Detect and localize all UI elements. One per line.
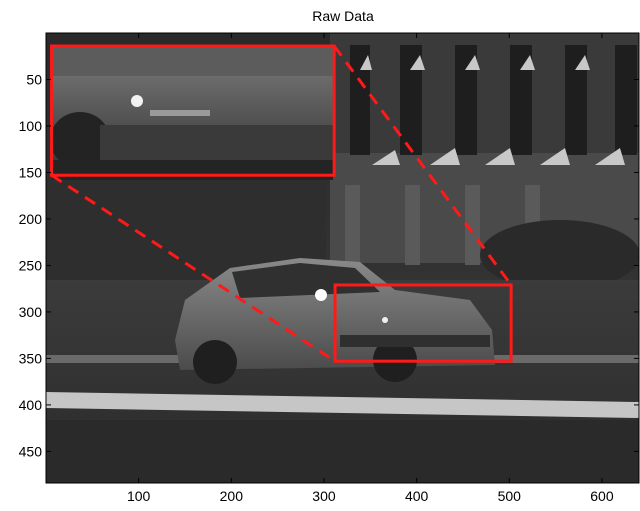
y-tick-label: 250 xyxy=(19,257,43,273)
y-tick-label: 150 xyxy=(19,164,43,180)
x-tick-label: 100 xyxy=(127,488,151,504)
y-tick-label: 400 xyxy=(19,397,43,413)
x-tick-label: 400 xyxy=(405,488,429,504)
plot-frame xyxy=(45,32,640,484)
inset-box xyxy=(50,44,336,177)
x-tick-label: 300 xyxy=(312,488,336,504)
annotation-layer xyxy=(50,44,513,363)
y-tick-label: 100 xyxy=(19,118,43,134)
y-tick-label: 200 xyxy=(19,211,43,227)
x-tick-label: 500 xyxy=(498,488,522,504)
y-tick-label: 50 xyxy=(26,71,42,87)
connector-bottom xyxy=(50,173,336,363)
y-tick-label: 300 xyxy=(19,304,43,320)
figure-title: Raw Data xyxy=(312,8,374,24)
y-tick-label: 350 xyxy=(19,350,43,366)
x-tick-label: 200 xyxy=(220,488,244,504)
y-axis: 50 100 150 200 250 300 350 400 450 xyxy=(19,71,639,459)
x-tick-label: 600 xyxy=(590,488,614,504)
x-axis: 100 200 300 400 500 600 xyxy=(127,33,614,504)
connector-top xyxy=(332,45,513,286)
y-tick-label: 450 xyxy=(19,443,43,459)
region-box xyxy=(333,283,513,363)
grayscale-photo xyxy=(46,33,639,483)
